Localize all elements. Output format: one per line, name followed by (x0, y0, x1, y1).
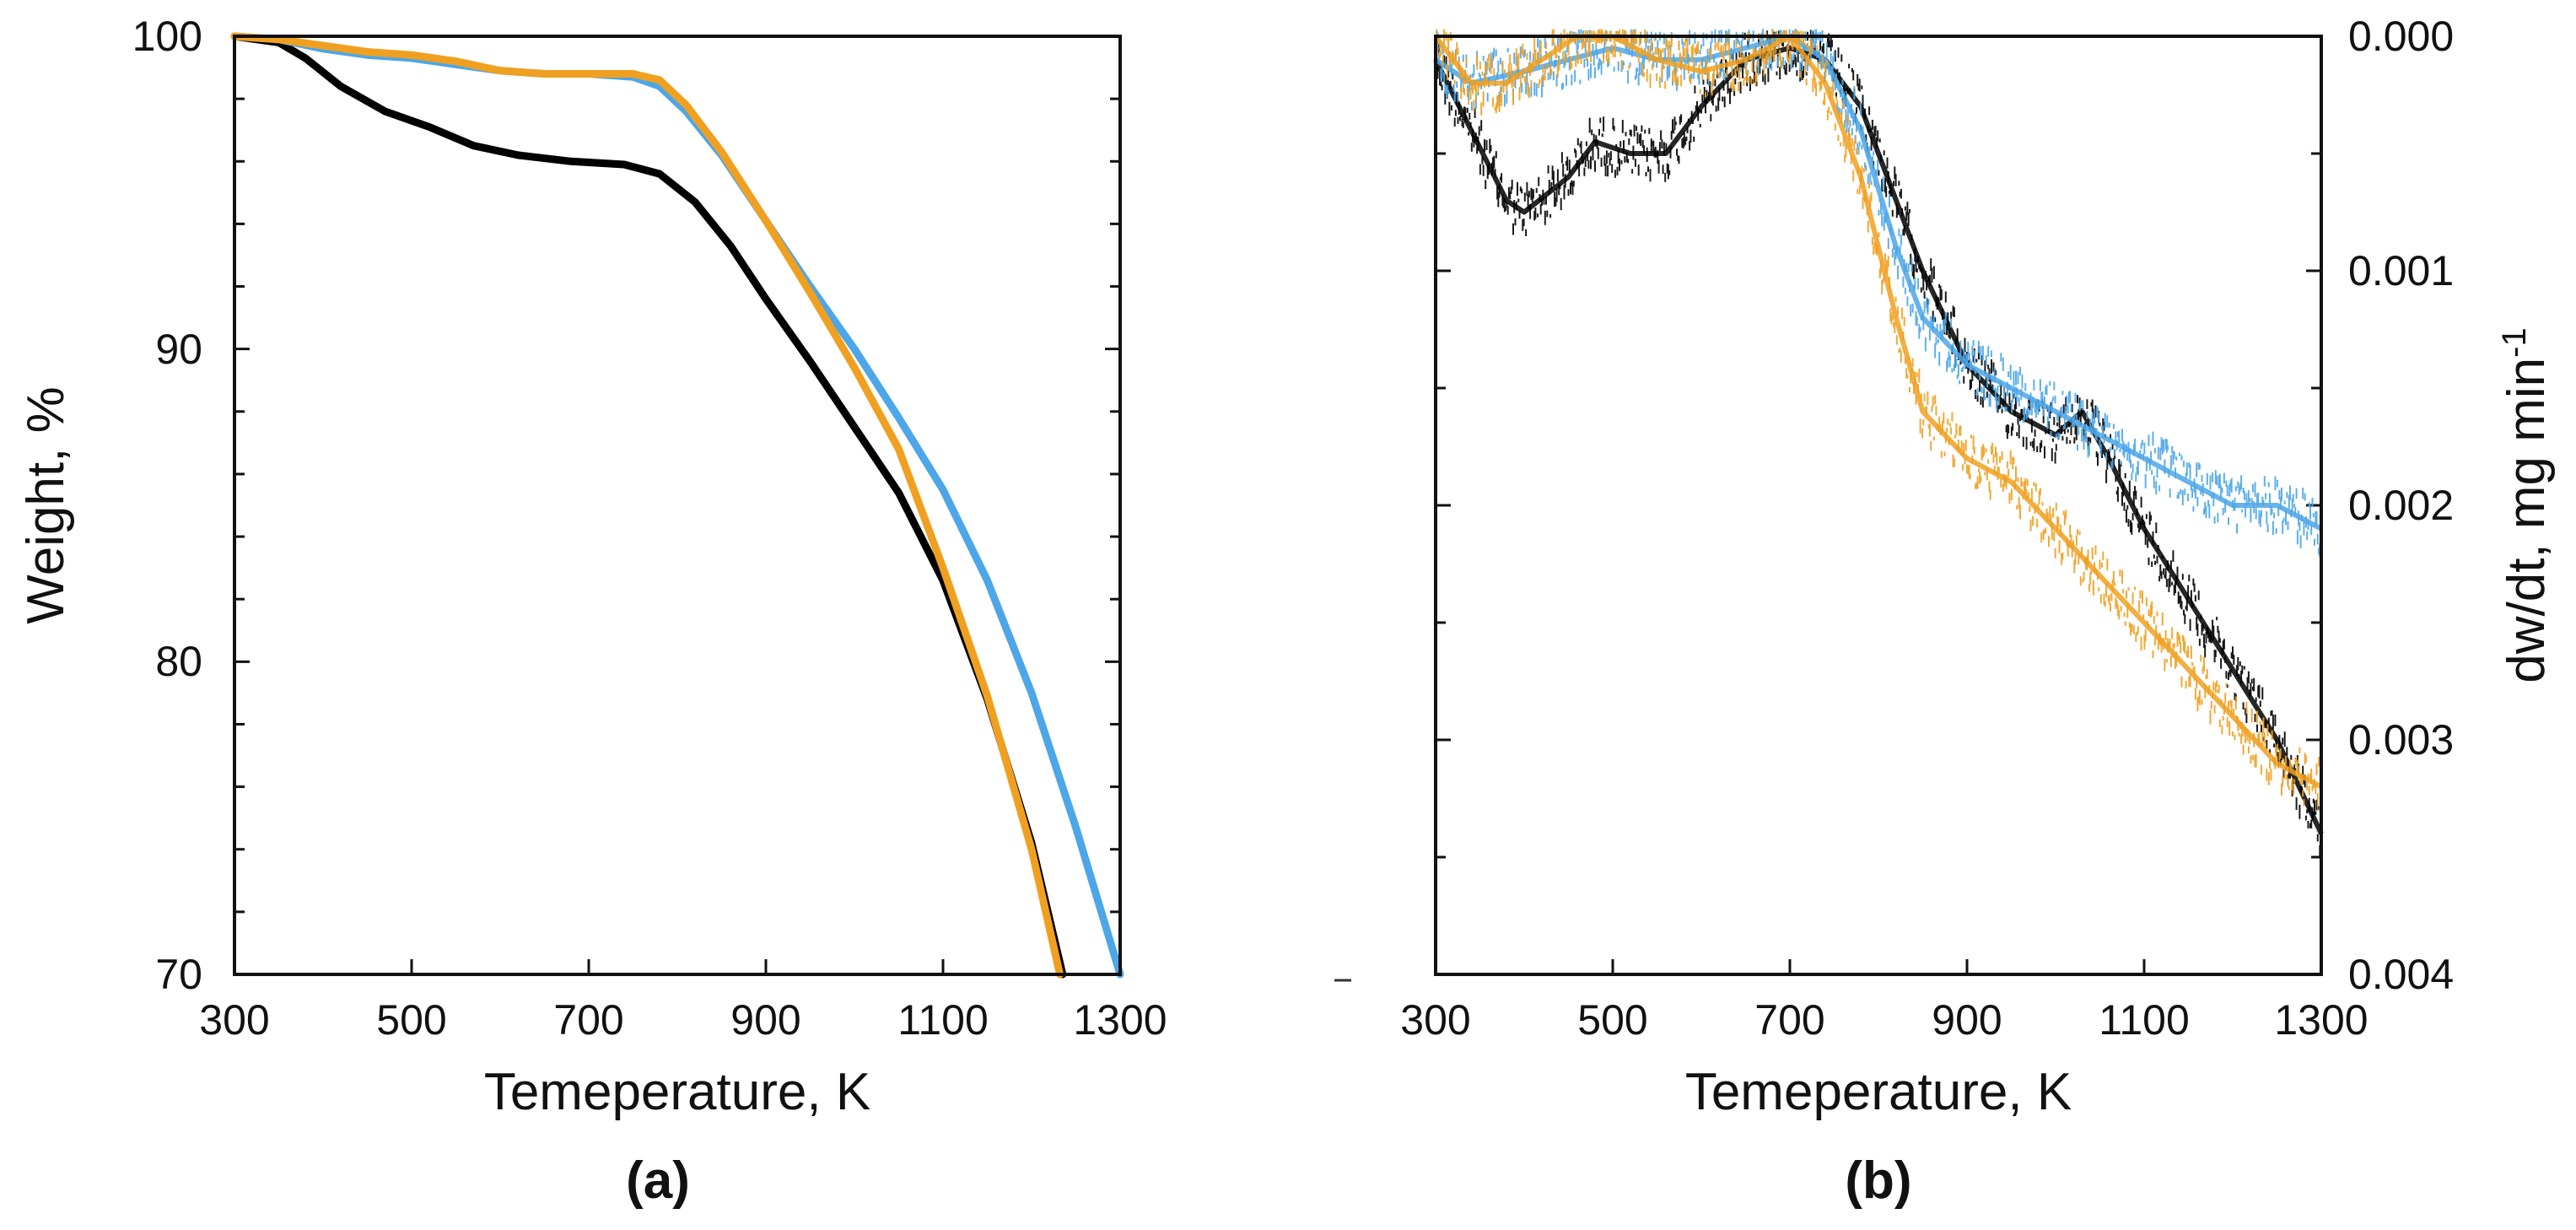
panel-a-y-tick-label: 70 (155, 951, 202, 998)
panel-a-label: (a) (626, 1152, 690, 1210)
panel-b-series (1433, 29, 2324, 859)
panel-a-x-tick-label: 700 (553, 996, 623, 1044)
panel-a-ticks (233, 35, 1122, 976)
panel-a: 300 500 700 900 1100 1300 70 80 90 100 T… (17, 13, 1167, 1210)
panel-a-x-tick-label: 900 (730, 996, 800, 1044)
panel-a-x-tick-label: 300 (199, 996, 269, 1044)
panel-b-label: (b) (1845, 1152, 1911, 1210)
panel-a-y-tick-label: 90 (155, 326, 202, 373)
panel-b-x-tick-label: 300 (1400, 996, 1470, 1044)
panel-a-x-tick-label: 500 (376, 996, 446, 1044)
panel-a-series (230, 32, 1124, 979)
panel-a-series-line-orange (230, 32, 1064, 979)
panel-b-x-axis-title: Temeperature, K (1685, 1063, 2072, 1121)
panel-b: 300 500 700 900 1100 1300 0.000 0.001 0.… (1334, 13, 2556, 1210)
panel-b-series-orange (1433, 29, 2323, 813)
panel-b-x-tick-label: 1100 (2099, 996, 2190, 1044)
panel-b-plot-frame (1434, 35, 2323, 976)
panel-b-y-axis-title-text: dw/dt, mg min (2498, 358, 2556, 683)
panel-b-y-tick-label: 0.001 (2348, 247, 2454, 294)
panel-a-y-tick-label: 100 (132, 13, 202, 60)
panel-b-y-axis-title-superscript: -1 (2496, 327, 2533, 358)
panel-b-y-axis-title: dw/dt, mg min-1 (2496, 327, 2556, 682)
panel-b-y-tick-label: 0.002 (2348, 482, 2454, 529)
panel-a-x-axis-title: Temeperature, K (484, 1063, 870, 1121)
panel-b-x-tick-label: 700 (1754, 996, 1824, 1044)
panel-b-x-tick-label: 1300 (2274, 996, 2368, 1044)
panel-b-x-tick-label: 900 (1932, 996, 2002, 1044)
panel-b-y-tick-label: 0.000 (2348, 13, 2454, 60)
panel-a-series-line-black (230, 32, 1067, 979)
panel-a-y-axis-title: Weight, % (17, 386, 75, 623)
panel-b-series-line-blue (1434, 34, 2323, 531)
panel-a-x-tick-label: 1300 (1073, 996, 1167, 1044)
panel-b-series-blue (1434, 29, 2323, 558)
panel-b-y-tick-label: 0.003 (2348, 716, 2454, 763)
panel-a-series-line-blue (230, 32, 1124, 979)
panel-a-y-tick-label: 80 (155, 638, 202, 685)
panel-b-x-tick-label: 500 (1577, 996, 1647, 1044)
panel-a-plot-frame (233, 35, 1122, 976)
panel-b-series-black (1433, 30, 2324, 859)
panel-a-x-tick-label: 1100 (897, 996, 989, 1044)
panel-b-y-tick-label: 0.004 (2348, 951, 2454, 998)
panel-b-series-points-blue (1435, 29, 2322, 558)
